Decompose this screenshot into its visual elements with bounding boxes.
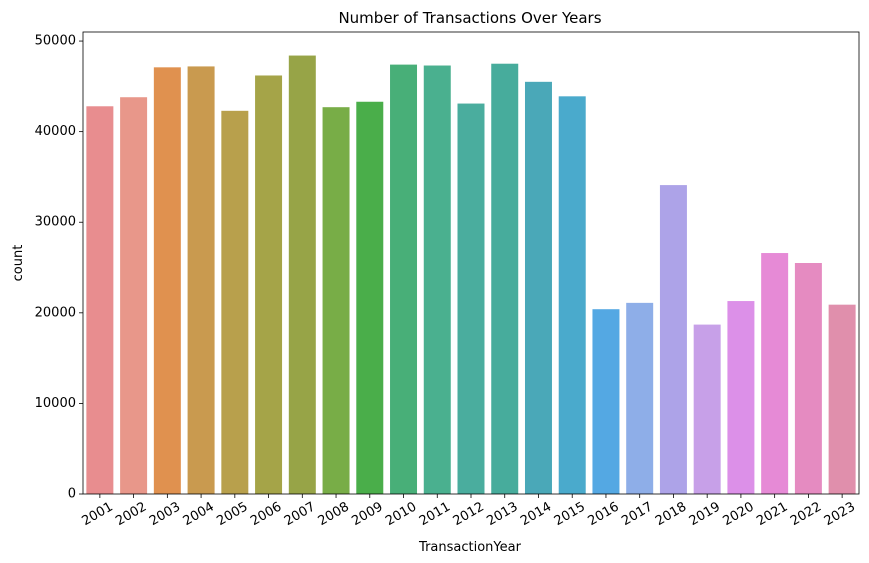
x-tick-label: 2020 — [721, 500, 757, 530]
bar-2014 — [524, 81, 552, 494]
bar-2004 — [187, 66, 215, 495]
bar-2001 — [86, 106, 114, 494]
bar-2012 — [457, 103, 485, 494]
x-tick-label: 2016 — [586, 500, 622, 530]
bar-2021 — [761, 253, 789, 494]
bar-2018 — [659, 185, 687, 494]
x-tick-label: 2023 — [822, 500, 858, 530]
y-axis: 0 10000 20000 30000 40000 50000 — [35, 34, 83, 502]
x-tick-label: 2012 — [451, 500, 487, 530]
x-axis-label: TransactionYear — [418, 540, 522, 555]
bar-2015 — [558, 96, 586, 494]
plot-frame — [82, 31, 860, 495]
y-tick-label: 0 — [68, 487, 76, 502]
x-tick-label: 2001 — [79, 500, 115, 530]
bar-2020 — [727, 301, 755, 494]
bar-2005 — [221, 110, 249, 494]
y-tick-label: 30000 — [35, 215, 76, 230]
bar-2016 — [592, 309, 620, 494]
bar-2006 — [255, 75, 283, 494]
x-tick-label: 2009 — [349, 500, 385, 530]
bar-2019 — [693, 324, 721, 494]
bar-2017 — [626, 302, 654, 494]
x-tick-label: 2018 — [653, 500, 689, 530]
bar-2007 — [288, 55, 316, 495]
x-tick-label: 2022 — [788, 500, 824, 530]
y-tick-label: 10000 — [35, 396, 76, 411]
x-tick-label: 2007 — [282, 500, 318, 530]
x-tick-label: 2021 — [754, 500, 790, 530]
y-axis-label: count — [11, 245, 26, 282]
x-tick-label: 2015 — [552, 500, 588, 530]
x-tick-label: 2019 — [687, 500, 723, 530]
bar-2008 — [322, 107, 350, 494]
x-tick-label: 2011 — [417, 500, 453, 530]
x-tick-label: 2004 — [181, 500, 217, 530]
x-tick-label: 2014 — [518, 500, 554, 530]
y-tick-label: 20000 — [35, 305, 76, 320]
x-tick-label: 2008 — [316, 500, 352, 530]
x-tick-label: 2013 — [484, 500, 520, 530]
x-tick-label: 2010 — [383, 500, 419, 530]
y-tick-label: 50000 — [35, 34, 76, 49]
bar-2003 — [153, 67, 181, 494]
x-tick-label: 2005 — [214, 500, 250, 530]
bar-2010 — [390, 64, 418, 495]
x-axis: 2001200220032004200520062007200820092010… — [79, 494, 858, 530]
x-tick-label: 2017 — [619, 500, 655, 530]
x-tick-label: 2002 — [113, 500, 149, 530]
bars-group — [86, 55, 856, 495]
bar-2011 — [423, 65, 451, 495]
bar-2013 — [491, 63, 519, 495]
bar-2009 — [356, 101, 384, 494]
x-tick-label: 2006 — [248, 500, 284, 530]
bar-2022 — [794, 263, 822, 494]
chart-title: Number of Transactions Over Years — [338, 9, 601, 27]
y-tick-label: 40000 — [35, 124, 76, 139]
x-tick-label: 2003 — [147, 500, 183, 530]
bar-2023 — [828, 304, 856, 494]
bar-2002 — [120, 97, 148, 494]
